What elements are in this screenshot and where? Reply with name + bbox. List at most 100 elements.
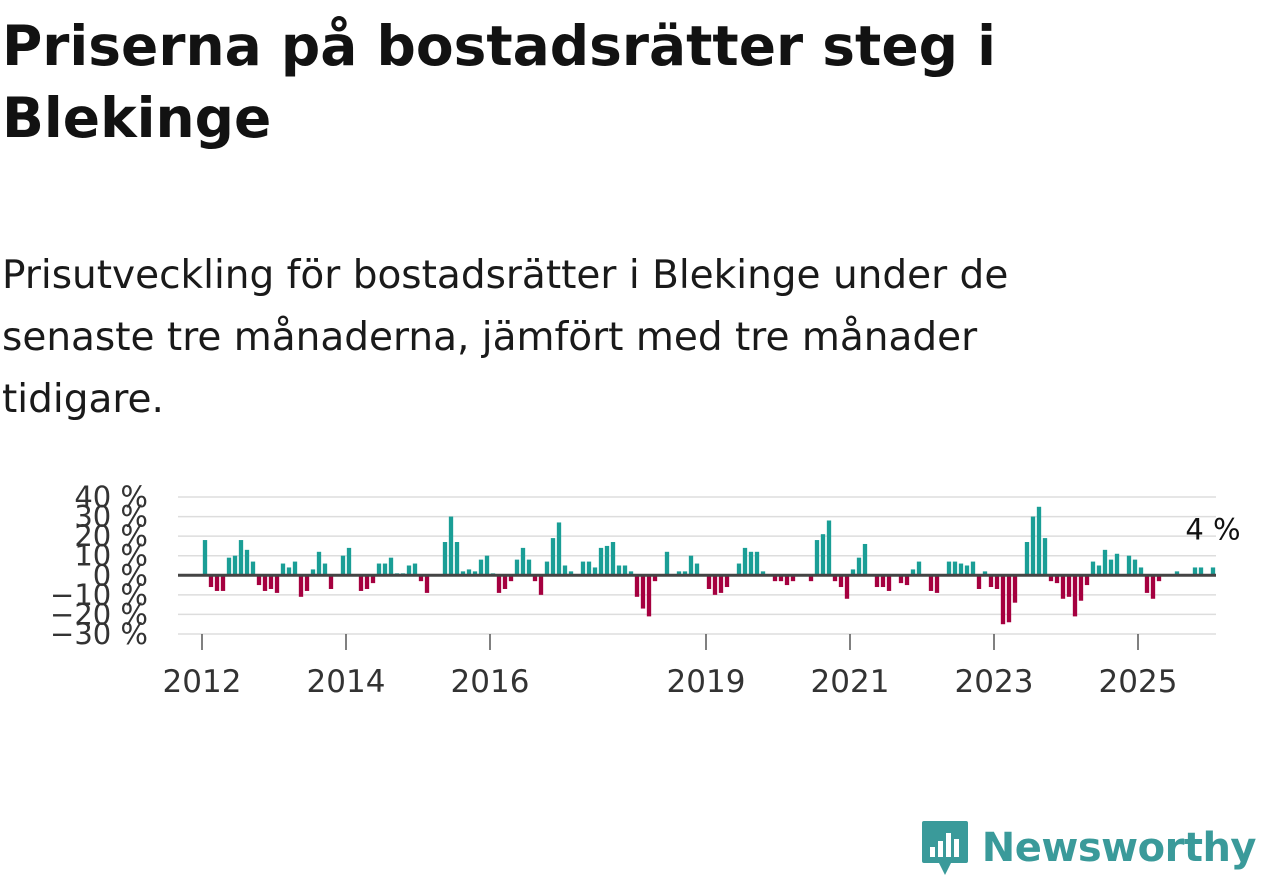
bar bbox=[928, 575, 934, 591]
bar bbox=[406, 565, 412, 576]
bar bbox=[202, 540, 208, 576]
bar bbox=[844, 575, 850, 599]
bar bbox=[820, 534, 826, 576]
bar bbox=[520, 547, 526, 576]
bar bbox=[280, 563, 286, 576]
bar bbox=[232, 555, 238, 576]
bar bbox=[622, 565, 628, 576]
bar bbox=[262, 575, 268, 591]
bar bbox=[250, 561, 256, 576]
bar bbox=[1096, 565, 1102, 576]
bar bbox=[448, 516, 454, 576]
y-tick-label: −10 % bbox=[50, 578, 148, 612]
bar bbox=[484, 555, 490, 576]
bar bbox=[994, 575, 1000, 589]
bar bbox=[226, 557, 232, 576]
bar bbox=[898, 575, 904, 584]
bar bbox=[850, 569, 856, 576]
bar bbox=[502, 575, 508, 589]
bar bbox=[1102, 549, 1108, 576]
bar bbox=[580, 561, 586, 576]
bar bbox=[1078, 575, 1084, 601]
bar bbox=[970, 561, 976, 576]
bar bbox=[460, 571, 466, 576]
bar bbox=[1072, 575, 1078, 617]
bar bbox=[508, 575, 514, 582]
y-tick-label: −20 % bbox=[50, 597, 148, 631]
bar bbox=[388, 557, 394, 576]
bar bbox=[1036, 506, 1042, 576]
bar bbox=[424, 575, 430, 593]
bar bbox=[1192, 567, 1198, 576]
bar bbox=[1048, 575, 1054, 582]
bar bbox=[1150, 575, 1156, 599]
bar bbox=[268, 575, 274, 589]
x-tick-label: 2016 bbox=[451, 664, 530, 700]
bar bbox=[1108, 559, 1114, 576]
x-tick-label: 2019 bbox=[667, 664, 746, 700]
bar bbox=[862, 543, 868, 576]
bar bbox=[376, 563, 382, 576]
bar bbox=[256, 575, 262, 586]
bar bbox=[208, 575, 214, 588]
bar bbox=[1126, 555, 1132, 576]
y-tick-label: 20 % bbox=[74, 519, 148, 553]
bar bbox=[616, 565, 622, 576]
bar bbox=[556, 522, 562, 576]
bar bbox=[838, 575, 844, 588]
bar bbox=[748, 551, 754, 576]
bar bbox=[304, 575, 310, 591]
bar bbox=[856, 557, 862, 576]
bar bbox=[628, 571, 634, 576]
bar bbox=[964, 565, 970, 576]
bar bbox=[1042, 538, 1048, 576]
bar bbox=[1174, 571, 1180, 576]
bar bbox=[1138, 567, 1144, 576]
bar bbox=[1084, 575, 1090, 586]
bar bbox=[934, 575, 940, 593]
y-tick-label: −30 % bbox=[50, 617, 148, 651]
bar bbox=[676, 571, 682, 576]
chart-title: Priserna på bostadsrätter steg i Bleking… bbox=[2, 14, 997, 150]
x-tick-label: 2025 bbox=[1099, 664, 1178, 700]
bar bbox=[244, 549, 250, 576]
bar bbox=[634, 575, 640, 597]
bar bbox=[358, 575, 364, 591]
x-tick-label: 2012 bbox=[163, 664, 242, 700]
bar bbox=[1006, 575, 1012, 623]
bar bbox=[1210, 567, 1216, 576]
bar bbox=[532, 575, 538, 582]
x-axis-ticks: 2012 2014 2016 2019 2021 2023 2025 bbox=[163, 634, 1178, 700]
last-value-label: 4 % bbox=[1185, 512, 1240, 546]
bar bbox=[736, 563, 742, 576]
bar bbox=[1132, 559, 1138, 576]
bar bbox=[1024, 542, 1030, 576]
bar bbox=[1114, 553, 1120, 576]
bar bbox=[832, 575, 838, 582]
bar bbox=[1054, 575, 1060, 584]
bar bbox=[1144, 575, 1150, 593]
bar bbox=[784, 575, 790, 586]
y-axis-ticks: 40 %30 %20 %10 %0 %−10 %−20 %−30 % bbox=[50, 480, 148, 651]
bar bbox=[910, 569, 916, 576]
newsworthy-logo-icon bbox=[921, 821, 968, 875]
chart-subtitle: Prisutveckling för bostadsrätter i Bleki… bbox=[2, 253, 1009, 422]
bar bbox=[274, 575, 280, 593]
bar bbox=[610, 542, 616, 576]
bar bbox=[550, 538, 556, 576]
bar bbox=[472, 571, 478, 576]
bar bbox=[214, 575, 220, 591]
bar bbox=[292, 561, 298, 576]
bar bbox=[322, 563, 328, 576]
bar bbox=[604, 545, 610, 576]
bar bbox=[544, 561, 550, 576]
bar bbox=[454, 542, 460, 576]
bar bbox=[718, 575, 724, 593]
bar bbox=[688, 555, 694, 576]
brand-name: Newsworthy bbox=[981, 825, 1257, 871]
bar bbox=[754, 551, 760, 576]
bar bbox=[694, 563, 700, 576]
bar bbox=[646, 575, 652, 617]
bar bbox=[1066, 575, 1072, 597]
bar bbox=[874, 575, 880, 588]
